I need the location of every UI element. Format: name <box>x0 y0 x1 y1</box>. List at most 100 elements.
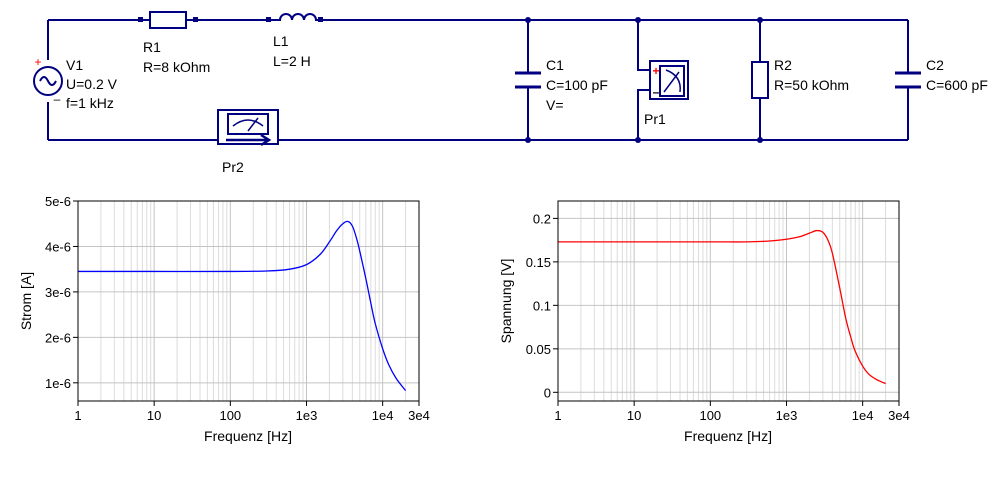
meter-face <box>659 65 685 97</box>
c1-label: C1 <box>546 57 564 73</box>
x-tick-label: 1e4 <box>372 408 394 423</box>
x-tick-label: 1e4 <box>852 408 874 423</box>
sine-icon <box>39 76 57 86</box>
capacitor-c1[interactable]: C1 C=100 pF V= <box>515 57 608 113</box>
chart-current-x-label: Frequenz [Hz] <box>204 428 292 444</box>
junction-dot <box>525 137 531 143</box>
meter-needle-icon <box>247 117 259 132</box>
wire-pr1-left <box>637 20 650 71</box>
meter-face <box>227 113 269 135</box>
y-tick-label: 5e-6 <box>45 194 71 209</box>
chart-current-grid <box>77 200 420 401</box>
meter-frame <box>649 60 689 100</box>
chart-current-frame <box>77 200 420 402</box>
ac-source-symbol <box>33 66 63 96</box>
c1-value: C=100 pF <box>546 77 608 93</box>
pr1-label: Pr1 <box>644 111 666 127</box>
l1-label: L1 <box>273 33 289 49</box>
v1-plus-sign: + <box>34 55 41 69</box>
pr2-label: Pr2 <box>222 159 244 175</box>
current-probe-pr2[interactable]: Pr2 <box>217 109 279 175</box>
junction-dot <box>635 17 641 23</box>
chart-voltage-y-label: Spannung [V] <box>498 259 514 344</box>
r2-label: R2 <box>774 57 792 73</box>
meter-frame <box>217 109 279 145</box>
y-tick-label: 4e-6 <box>45 239 71 254</box>
port-dot <box>266 17 271 22</box>
resistor-r1[interactable]: R1 R=8 kOhm <box>138 11 210 75</box>
chart-voltage-y-ticks: 0 0.05 0.1 0.15 0.2 <box>526 211 558 400</box>
v1-label: V1 <box>66 57 83 73</box>
chart-current-y-ticks: 1e-6 2e-6 3e-6 4e-6 5e-6 <box>45 194 78 391</box>
chart-current-x-ticks: 1 10 100 1e3 1e4 3e4 <box>74 401 430 423</box>
x-tick-label: 10 <box>147 408 161 423</box>
circuit-schematic: + – V1 U=0.2 V f=1 kHz R1 R=8 kOhm L1 L=… <box>33 11 988 175</box>
pr1-plus-sign: + <box>652 64 659 78</box>
capacitor-symbol <box>515 71 541 89</box>
inductor-l1[interactable]: L1 L=2 H <box>266 13 323 69</box>
series-line <box>558 229 886 385</box>
meter-scale-arc <box>232 119 264 127</box>
x-tick-label: 1e3 <box>296 408 318 423</box>
wires <box>47 19 909 141</box>
c1-voltage-param: V= <box>546 97 564 113</box>
chart-voltage-grid <box>557 201 900 401</box>
meter-scale-arc <box>665 69 681 93</box>
chart-voltage-x-label: Frequenz [Hz] <box>684 428 772 444</box>
x-tick-label: 10 <box>627 408 641 423</box>
resistor-symbol <box>149 11 187 29</box>
series-line <box>78 220 407 391</box>
chart-voltage-x-ticks: 1 10 100 1e3 1e4 3e4 <box>554 401 910 423</box>
y-tick-label: 2e-6 <box>45 330 71 345</box>
port-dot <box>318 17 323 22</box>
r1-value: R=8 kOhm <box>143 59 210 75</box>
ac-source-v1[interactable]: + – V1 U=0.2 V f=1 kHz <box>33 55 118 111</box>
v1-frequency: f=1 kHz <box>66 95 114 111</box>
junction-dot <box>635 137 641 143</box>
junctions <box>525 17 763 143</box>
y-tick-label: 0.1 <box>533 298 551 313</box>
y-tick-label: 0.15 <box>526 255 551 270</box>
voltage-probe-pr1[interactable]: + – Pr1 <box>644 60 689 127</box>
v1-voltage: U=0.2 V <box>66 76 118 92</box>
port-dot <box>193 17 198 22</box>
chart-current: 1 10 100 1e3 1e4 3e4 1e-6 2e-6 3e-6 4e-6 5e-6 Fre… <box>18 194 430 444</box>
chart-voltage-frame <box>557 200 900 402</box>
resistor-r2[interactable]: R2 R=50 kOhm <box>751 57 849 99</box>
arrow-right-icon <box>226 133 272 147</box>
resistor-symbol <box>751 61 769 99</box>
junction-dot <box>757 17 763 23</box>
y-tick-label: 3e-6 <box>45 285 71 300</box>
c2-value: C=600 pF <box>926 77 988 93</box>
y-tick-label: 0.2 <box>533 211 551 226</box>
chart-voltage-series <box>558 229 886 385</box>
x-tick-label: 3e4 <box>408 408 430 423</box>
r1-label: R1 <box>143 39 161 55</box>
x-tick-label: 3e4 <box>888 408 910 423</box>
junction-dot <box>525 17 531 23</box>
y-tick-label: 0.05 <box>526 342 551 357</box>
inductor-coil-icon <box>271 13 318 21</box>
chart-current-y-label: Strom [A] <box>18 272 34 330</box>
x-tick-label: 100 <box>699 408 721 423</box>
x-tick-label: 100 <box>219 408 241 423</box>
x-tick-label: 1 <box>554 408 561 423</box>
y-tick-label: 1e-6 <box>45 376 71 391</box>
meter-needle-icon <box>663 71 680 93</box>
x-tick-label: 1e3 <box>776 408 798 423</box>
v1-minus-sign: – <box>54 92 61 106</box>
capacitor-c2[interactable]: C2 C=600 pF <box>895 57 988 93</box>
c2-label: C2 <box>926 57 944 73</box>
pr1-minus-sign: – <box>653 85 660 99</box>
x-tick-label: 1 <box>74 408 81 423</box>
y-tick-label: 0 <box>544 385 551 400</box>
port-dot <box>138 17 143 22</box>
r2-value: R=50 kOhm <box>774 77 849 93</box>
junction-dot <box>757 137 763 143</box>
chart-voltage: 1 10 100 1e3 1e4 3e4 0 0.05 0.1 0.15 0.2 Frequenz… <box>498 200 910 444</box>
chart-current-series <box>78 220 407 391</box>
capacitor-symbol <box>895 71 921 89</box>
l1-value: L=2 H <box>273 53 311 69</box>
wire-pr1-left-bottom <box>637 89 650 140</box>
